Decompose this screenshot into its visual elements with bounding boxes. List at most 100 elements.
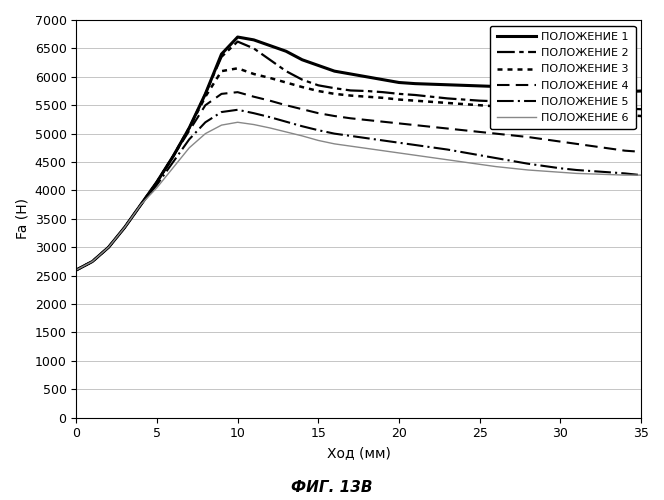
ПОЛОЖЕНИЕ 6: [234, 120, 242, 126]
ПОЛОЖЕНИЕ 1: [266, 42, 274, 48]
ПОЛОЖЕНИЕ 5: [185, 136, 193, 142]
ПОЛОЖЕНИЕ 2: [137, 202, 145, 207]
ПОЛОЖЕНИЕ 3: [201, 94, 209, 100]
ПОЛОЖЕНИЕ 4: [218, 91, 226, 97]
ПОЛОЖЕНИЕ 4: [572, 141, 580, 147]
ПОЛОЖЕНИЕ 6: [137, 202, 145, 207]
ПОЛОЖЕНИЕ 3: [379, 95, 387, 101]
ПОЛОЖЕНИЕ 2: [621, 106, 629, 112]
ПОЛОЖЕНИЕ 4: [153, 179, 161, 185]
ПОЛОЖЕНИЕ 4: [234, 89, 242, 95]
ПОЛОЖЕНИЕ 6: [621, 172, 629, 178]
ПОЛОЖЕНИЕ 2: [331, 85, 339, 91]
Legend: ПОЛОЖЕНИЕ 1, ПОЛОЖЕНИЕ 2, ПОЛОЖЕНИЕ 3, ПОЛОЖЕНИЕ 4, ПОЛОЖЕНИЕ 5, ПОЛОЖЕНИЕ 6: ПОЛОЖЕНИЕ 1, ПОЛОЖЕНИЕ 2, ПОЛОЖЕНИЕ 3, П…: [490, 26, 635, 130]
ПОЛОЖЕНИЕ 3: [605, 110, 613, 116]
ПОЛОЖЕНИЕ 4: [169, 154, 177, 160]
ПОЛОЖЕНИЕ 2: [88, 258, 96, 264]
ПОЛОЖЕНИЕ 2: [444, 96, 452, 102]
ПОЛОЖЕНИЕ 4: [347, 116, 355, 121]
ПОЛОЖЕНИЕ 6: [605, 172, 613, 177]
ПОЛОЖЕНИЕ 6: [88, 258, 96, 264]
ПОЛОЖЕНИЕ 5: [444, 146, 452, 152]
ПОЛОЖЕНИЕ 6: [185, 145, 193, 151]
ПОЛОЖЕНИЕ 6: [153, 184, 161, 190]
ПОЛОЖЕНИЕ 6: [637, 172, 645, 178]
ПОЛОЖЕНИЕ 3: [88, 258, 96, 264]
ПОЛОЖЕНИЕ 4: [492, 130, 500, 136]
ПОЛОЖЕНИЕ 4: [444, 126, 452, 132]
ПОЛОЖЕНИЕ 4: [475, 129, 483, 135]
ПОЛОЖЕНИЕ 3: [314, 88, 322, 94]
ПОЛОЖЕНИЕ 5: [556, 166, 564, 172]
ПОЛОЖЕНИЕ 5: [153, 182, 161, 188]
ПОЛОЖЕНИЕ 2: [201, 91, 209, 97]
ПОЛОЖЕНИЕ 2: [379, 89, 387, 95]
ПОЛОЖЕНИЕ 6: [250, 122, 258, 128]
ПОЛОЖЕНИЕ 1: [524, 84, 532, 90]
ПОЛОЖЕНИЕ 1: [169, 154, 177, 160]
ПОЛОЖЕНИЕ 5: [540, 163, 548, 169]
ПОЛОЖЕНИЕ 4: [185, 128, 193, 134]
ПОЛОЖЕНИЕ 6: [169, 164, 177, 170]
Y-axis label: Fa (H): Fa (H): [15, 198, 29, 239]
ПОЛОЖЕНИЕ 4: [250, 94, 258, 100]
ПОЛОЖЕНИЕ 4: [137, 202, 145, 207]
Line: ПОЛОЖЕНИЕ 3: ПОЛОЖЕНИЕ 3: [76, 68, 641, 270]
ПОЛОЖЕНИЕ 6: [508, 166, 516, 172]
ПОЛОЖЕНИЕ 6: [104, 244, 112, 250]
ПОЛОЖЕНИЕ 3: [104, 244, 112, 250]
ПОЛОЖЕНИЕ 3: [72, 267, 80, 273]
ПОЛОЖЕНИЕ 1: [104, 244, 112, 250]
ПОЛОЖЕНИЕ 3: [363, 94, 371, 100]
ПОЛОЖЕНИЕ 2: [121, 224, 129, 230]
ПОЛОЖЕНИЕ 5: [363, 135, 371, 141]
ПОЛОЖЕНИЕ 4: [201, 102, 209, 108]
ПОЛОЖЕНИЕ 4: [508, 132, 516, 138]
ПОЛОЖЕНИЕ 1: [459, 82, 467, 88]
ПОЛОЖЕНИЕ 4: [411, 122, 419, 128]
ПОЛОЖЕНИЕ 6: [395, 150, 403, 156]
ПОЛОЖЕНИЕ 1: [411, 80, 419, 86]
ПОЛОЖЕНИЕ 6: [540, 168, 548, 174]
Line: ПОЛОЖЕНИЕ 6: ПОЛОЖЕНИЕ 6: [76, 122, 641, 270]
X-axis label: Ход (мм): Ход (мм): [327, 446, 390, 460]
ПОЛОЖЕНИЕ 1: [121, 224, 129, 230]
ПОЛОЖЕНИЕ 5: [572, 167, 580, 173]
ПОЛОЖЕНИЕ 2: [540, 100, 548, 106]
ПОЛОЖЕНИЕ 2: [72, 267, 80, 273]
ПОЛОЖЕНИЕ 6: [524, 167, 532, 173]
ПОЛОЖЕНИЕ 5: [508, 158, 516, 164]
ПОЛОЖЕНИЕ 4: [637, 149, 645, 155]
ПОЛОЖЕНИЕ 6: [347, 143, 355, 149]
ПОЛОЖЕНИЕ 6: [411, 152, 419, 158]
ПОЛОЖЕНИЕ 3: [234, 66, 242, 71]
ПОЛОЖЕНИЕ 4: [540, 136, 548, 142]
ПОЛОЖЕНИЕ 6: [556, 170, 564, 175]
ПОЛОЖЕНИЕ 5: [72, 267, 80, 273]
ПОЛОЖЕНИЕ 5: [347, 133, 355, 139]
ПОЛОЖЕНИЕ 1: [201, 91, 209, 97]
ПОЛОЖЕНИЕ 5: [314, 127, 322, 133]
ПОЛОЖЕНИЕ 2: [605, 104, 613, 110]
ПОЛОЖЕНИЕ 2: [508, 99, 516, 105]
ПОЛОЖЕНИЕ 3: [572, 108, 580, 114]
ПОЛОЖЕНИЕ 1: [444, 82, 452, 88]
ПОЛОЖЕНИЕ 1: [379, 76, 387, 82]
ПОЛОЖЕНИЕ 3: [347, 92, 355, 98]
ПОЛОЖЕНИЕ 3: [524, 105, 532, 111]
ПОЛОЖЕНИЕ 5: [621, 170, 629, 176]
ПОЛОЖЕНИЕ 2: [169, 154, 177, 160]
ПОЛОЖЕНИЕ 4: [395, 120, 403, 126]
ПОЛОЖЕНИЕ 5: [524, 160, 532, 166]
ПОЛОЖЕНИЕ 3: [637, 113, 645, 119]
ПОЛОЖЕНИЕ 6: [363, 146, 371, 152]
ПОЛОЖЕНИЕ 1: [347, 71, 355, 77]
ПОЛОЖЕНИЕ 1: [395, 80, 403, 86]
ПОЛОЖЕНИЕ 1: [185, 125, 193, 131]
ПОЛОЖЕНИЕ 6: [379, 148, 387, 154]
ПОЛОЖЕНИЕ 4: [379, 118, 387, 124]
ПОЛОЖЕНИЕ 3: [169, 154, 177, 160]
ПОЛОЖЕНИЕ 5: [492, 155, 500, 161]
ПОЛОЖЕНИЕ 3: [282, 80, 290, 86]
ПОЛОЖЕНИЕ 5: [605, 170, 613, 175]
